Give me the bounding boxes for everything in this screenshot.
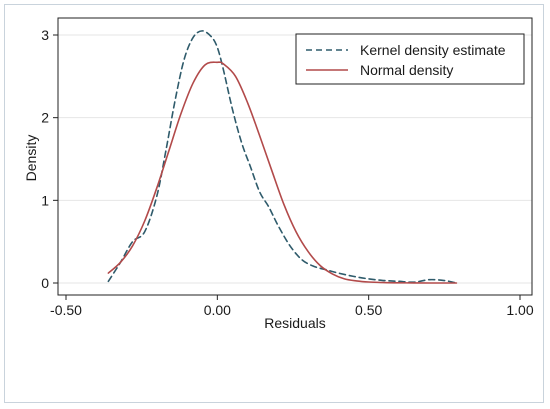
- legend-label-normal: Normal density: [360, 62, 453, 78]
- plot-area: [57, 17, 533, 296]
- x-tick-label: 1.00: [506, 302, 533, 318]
- series-lines: [107, 30, 458, 284]
- y-tick-label: 0: [41, 275, 49, 291]
- y-tick-label: 1: [41, 192, 49, 208]
- x-axis-title: Residuals: [264, 315, 325, 331]
- figure-border: [4, 4, 544, 403]
- y-tick-label: 3: [41, 27, 49, 43]
- normal-density-line: [107, 61, 458, 284]
- axes: 0 1 2 3 -0.50 0.00 0.50 1.00: [41, 27, 534, 318]
- kernel-density-line: [107, 30, 458, 284]
- x-tick-label: 0.00: [204, 302, 231, 318]
- legend-box: [295, 33, 525, 85]
- legend: Kernel density estimate Normal density: [295, 33, 525, 85]
- legend-label-kernel: Kernel density estimate: [360, 42, 506, 58]
- x-tick-label: 0.50: [355, 302, 382, 318]
- y-axis-title: Density: [23, 135, 39, 182]
- x-tick-label: -0.50: [50, 302, 82, 318]
- y-tick-label: 2: [41, 110, 49, 126]
